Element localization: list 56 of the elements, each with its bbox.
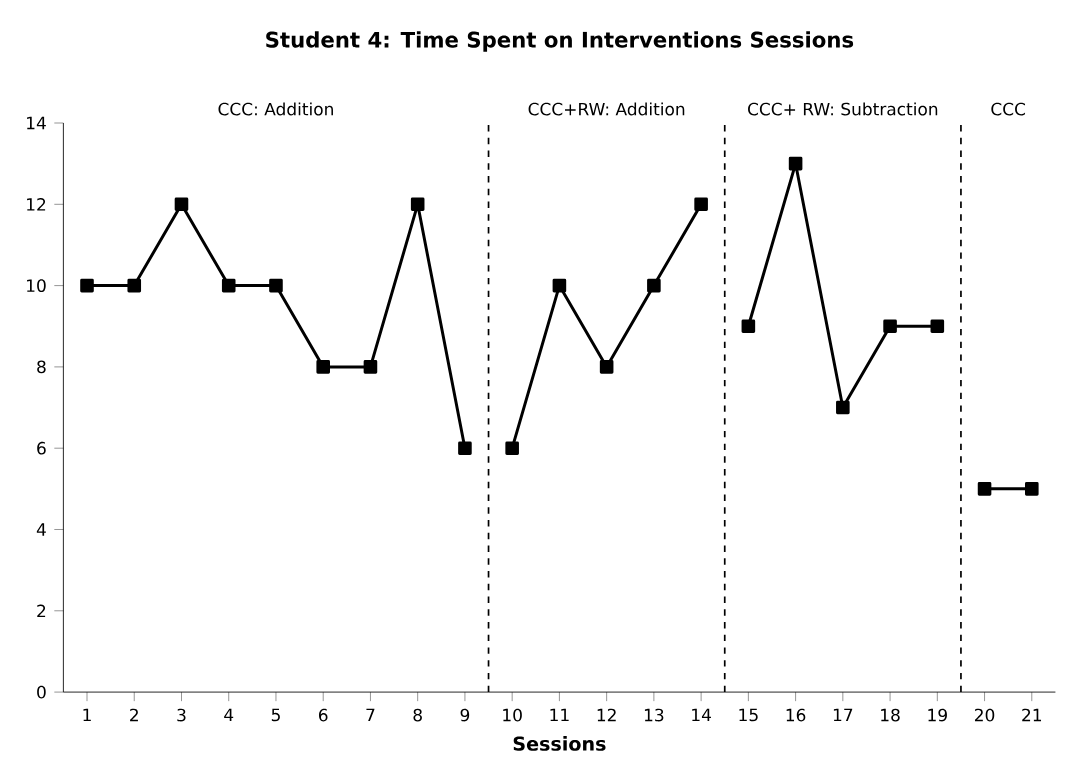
point	[458, 441, 472, 455]
point	[694, 197, 708, 212]
point	[410, 197, 425, 212]
point	[127, 278, 142, 293]
point	[80, 278, 94, 293]
x-tick-label: 18	[881, 708, 900, 722]
x-tick-label: 6	[319, 708, 328, 722]
y-tick-label: 8	[37, 360, 46, 374]
point	[977, 482, 992, 496]
point	[647, 278, 661, 293]
x-tick-label: 4	[224, 708, 234, 722]
x-axis-title: Sessions	[513, 736, 606, 751]
point	[221, 278, 236, 293]
point	[788, 156, 803, 171]
point	[741, 319, 756, 334]
point	[363, 360, 378, 374]
y-tick-label: 6	[37, 441, 46, 455]
point	[599, 360, 614, 374]
y-tick-label: 12	[27, 197, 46, 211]
x-tick-label: 10	[503, 708, 522, 722]
x-tick-label: 8	[413, 708, 422, 722]
point	[552, 278, 567, 293]
x-tick-label: 15	[739, 708, 758, 722]
x-tick-label: 14	[692, 708, 711, 722]
text: CCC+ RW: Subtraction	[748, 102, 938, 116]
x-tick-label: 9	[460, 708, 470, 722]
x-tick-label: 3	[177, 708, 186, 722]
point	[930, 319, 945, 334]
point	[505, 441, 519, 455]
point	[883, 319, 897, 334]
y-tick-label: 14	[27, 116, 46, 130]
x-tick-label: 1	[83, 708, 91, 722]
chart-title: Student 4: Time Spent on Interventions Sessions	[266, 31, 854, 52]
y-tick-label: 2	[37, 604, 46, 618]
point	[174, 197, 189, 212]
text: CCC: Addition	[218, 102, 333, 116]
x-tick-label: 11	[550, 708, 569, 722]
y-tick-label: 4	[36, 523, 46, 536]
x-tick-label: 21	[1022, 708, 1042, 722]
x-tick-label: 20	[974, 708, 995, 722]
text: CCC+RW: Addition	[528, 102, 685, 116]
x-tick-label: 5	[271, 708, 280, 722]
x-tick-label: 12	[597, 708, 616, 722]
x-tick-label: 17	[833, 708, 853, 722]
point	[836, 400, 850, 415]
y-tick-label: 0	[37, 685, 46, 699]
x-tick-label: 2	[130, 708, 138, 722]
point	[269, 278, 283, 293]
y-tick-label: 10	[27, 279, 46, 292]
x-tick-label: 13	[644, 708, 664, 722]
x-tick-label: 16	[786, 708, 806, 722]
x-tick-label: 7	[366, 708, 375, 722]
point	[316, 360, 330, 374]
point	[1024, 482, 1039, 496]
x-tick-label: 19	[928, 708, 947, 722]
text: CCC	[991, 102, 1026, 116]
